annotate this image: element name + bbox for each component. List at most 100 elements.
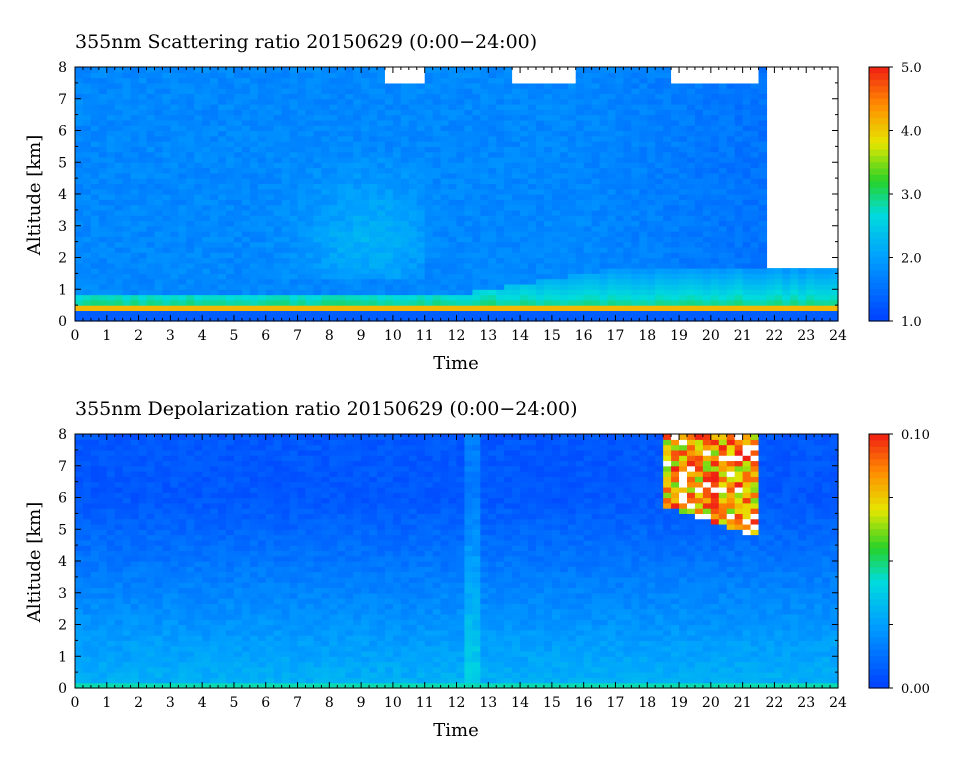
heatmap-cell — [663, 246, 672, 253]
heatmap-cell — [726, 220, 736, 227]
heatmap-cell — [440, 141, 450, 147]
heatmap-cell — [686, 82, 696, 89]
heatmap-cell — [218, 273, 227, 280]
x-tick-label: 15 — [543, 328, 561, 344]
heatmap-cell — [551, 252, 561, 259]
heatmap-cell — [138, 252, 148, 259]
heatmap-cell — [718, 130, 728, 137]
heatmap-cell — [75, 98, 84, 105]
heatmap-cell — [607, 231, 617, 237]
heatmap-cell — [226, 294, 235, 301]
heatmap-cell — [75, 220, 84, 227]
heatmap-cell — [273, 231, 283, 237]
heatmap-cell — [424, 220, 434, 227]
heatmap-cell — [154, 178, 164, 185]
heatmap-cell — [639, 283, 648, 290]
heatmap-cell — [106, 518, 116, 525]
heatmap-cell — [663, 220, 672, 227]
heatmap-cell — [583, 172, 593, 179]
heatmap-cell — [194, 88, 203, 95]
heatmap-cell — [631, 246, 640, 253]
heatmap-cell — [424, 278, 434, 285]
heatmap-cell — [702, 215, 712, 222]
heatmap-cell — [377, 194, 386, 200]
heatmap-cell — [377, 135, 386, 142]
heatmap-cell — [750, 246, 760, 253]
heatmap-cell — [631, 88, 640, 95]
heatmap-cell — [726, 299, 736, 306]
heatmap-cell — [496, 109, 505, 116]
heatmap-cell — [392, 93, 402, 100]
heatmap-cell — [631, 215, 640, 222]
heatmap-cell — [178, 141, 187, 147]
heatmap-cell — [615, 268, 625, 274]
heatmap-cell — [241, 310, 251, 317]
heatmap-cell — [535, 289, 545, 296]
heatmap-cell — [496, 194, 505, 200]
heatmap-cell — [313, 299, 322, 306]
heatmap-cell — [369, 236, 378, 243]
colorbar-segment — [869, 86, 889, 93]
heatmap-cell — [75, 188, 84, 195]
heatmap-cell — [178, 109, 187, 116]
heatmap-cell — [305, 273, 315, 280]
heatmap-cell — [273, 162, 283, 169]
heatmap-cell — [615, 88, 625, 95]
heatmap-cell — [432, 146, 442, 153]
heatmap-cell — [273, 130, 283, 137]
heatmap-cell — [218, 257, 227, 264]
heatmap-cell — [480, 273, 489, 280]
colorbar-segment — [869, 244, 889, 252]
heatmap-cell — [448, 273, 458, 280]
heatmap-cell — [758, 257, 768, 264]
heatmap-cell — [583, 178, 593, 185]
heatmap-cell — [583, 167, 593, 174]
heatmap-cell — [694, 305, 704, 312]
heatmap-cell — [408, 278, 418, 285]
heatmap-cell — [734, 225, 744, 232]
heatmap-cell — [138, 587, 148, 594]
heatmap-cell — [607, 98, 617, 105]
heatmap-cell — [663, 273, 672, 280]
heatmap-cell — [671, 305, 680, 312]
heatmap-cell — [345, 141, 354, 147]
heatmap-cell — [551, 199, 561, 206]
heatmap-cell — [679, 236, 688, 243]
heatmap-cell — [273, 183, 283, 190]
heatmap-cell — [122, 82, 132, 89]
heatmap-cell — [512, 151, 521, 158]
heatmap-cell — [186, 204, 195, 211]
heatmap-cell — [90, 518, 100, 525]
heatmap-cell — [392, 236, 402, 243]
heatmap-cell — [575, 299, 585, 306]
heatmap-cell — [202, 88, 211, 95]
heatmap-cell — [504, 119, 513, 126]
heatmap-cell — [663, 98, 672, 105]
heatmap-cell — [464, 283, 473, 290]
heatmap-cell — [377, 241, 386, 248]
heatmap-cell — [321, 199, 330, 206]
heatmap-cell — [734, 231, 744, 237]
heatmap-cell — [480, 310, 489, 317]
heatmap-cell — [289, 178, 299, 185]
heatmap-cell — [226, 135, 235, 142]
heatmap-cell — [790, 283, 799, 290]
heatmap-cell — [822, 310, 831, 317]
heatmap-cell — [663, 231, 672, 237]
heatmap-cell — [329, 178, 338, 185]
heatmap-cell — [106, 460, 116, 467]
heatmap-cell — [686, 209, 696, 216]
heatmap-cell — [98, 587, 108, 594]
heatmap-cell — [679, 225, 688, 232]
heatmap-cell — [114, 449, 124, 456]
heatmap-cell — [233, 188, 243, 195]
heatmap-cell — [162, 241, 171, 248]
heatmap-cell — [194, 305, 203, 312]
heatmap-cell — [520, 225, 529, 232]
heatmap-cell — [480, 72, 489, 79]
colorbar-segment — [869, 67, 889, 74]
heatmap-cell — [138, 592, 148, 599]
heatmap-cell — [655, 231, 664, 237]
heatmap-cell — [106, 497, 116, 504]
heatmap-cell — [448, 156, 458, 163]
